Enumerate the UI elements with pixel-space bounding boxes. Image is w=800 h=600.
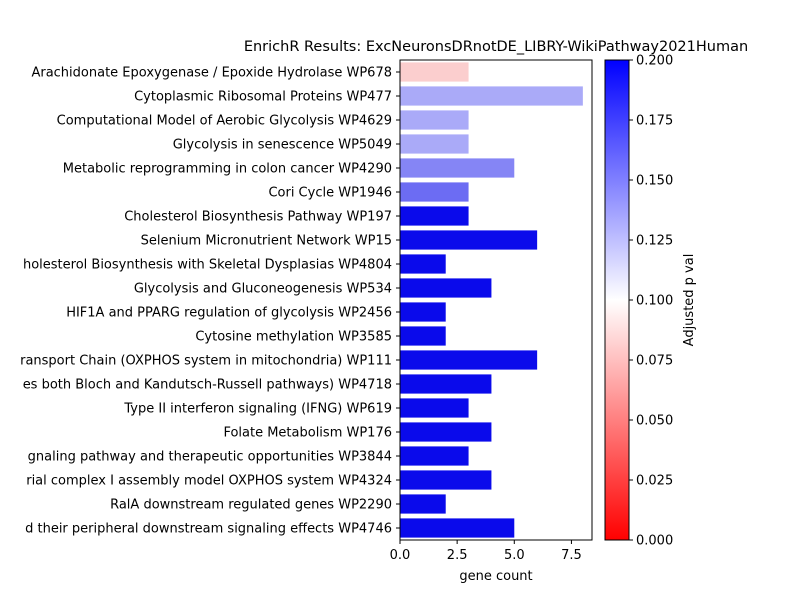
bar bbox=[400, 470, 492, 490]
colorbar bbox=[604, 59, 630, 541]
y-axis-ticks: Arachidonate Epoxygenase / Epoxide Hydro… bbox=[20, 66, 400, 537]
bar bbox=[400, 86, 583, 106]
x-tick-label: 0.0 bbox=[390, 548, 411, 563]
plot-frame bbox=[399, 59, 593, 541]
x-tick-label: 2.5 bbox=[447, 548, 468, 563]
y-tick-label: Cholesterol Biosynthesis Pathway WP197 bbox=[124, 210, 392, 225]
bar bbox=[400, 62, 469, 82]
bar bbox=[400, 302, 446, 322]
y-tick-label: holesterol Biosynthesis with Skeletal Dy… bbox=[23, 258, 392, 273]
y-tick-label: Metabolic reprogramming in colon cancer … bbox=[63, 162, 392, 177]
bar bbox=[400, 110, 469, 130]
y-tick-label: Glycolysis in senescence WP5049 bbox=[173, 138, 392, 153]
bar bbox=[400, 158, 515, 178]
y-tick-label: Cytosine methylation WP3585 bbox=[195, 330, 392, 345]
bar bbox=[400, 278, 492, 298]
y-tick-label: Computational Model of Aerobic Glycolysi… bbox=[57, 114, 392, 129]
y-tick-label: Glycolysis and Gluconeogenesis WP534 bbox=[134, 282, 392, 297]
colorbar-tick-label: 0.075 bbox=[636, 354, 673, 369]
chart-title: EnrichR Results: ExcNeuronsDRnotDE_LIBRY… bbox=[244, 39, 748, 55]
colorbar-tick-label: 0.000 bbox=[636, 534, 673, 549]
bar bbox=[400, 182, 469, 202]
y-tick-label: Cori Cycle WP1946 bbox=[268, 186, 392, 201]
x-axis-ticks: 0.0 2.5 5.0 7.5 bbox=[390, 540, 582, 563]
colorbar-tick-label: 0.025 bbox=[636, 474, 673, 489]
bar bbox=[400, 254, 446, 274]
colorbar-tick-label: 0.150 bbox=[636, 174, 673, 189]
y-tick-label: rial complex I assembly model OXPHOS sys… bbox=[26, 474, 392, 489]
y-tick-label: gnaling pathway and therapeutic opportun… bbox=[28, 450, 392, 465]
colorbar-tick-label: 0.200 bbox=[636, 54, 673, 69]
x-tick-label: 7.5 bbox=[561, 548, 582, 563]
colorbar-tick-label: 0.175 bbox=[636, 114, 673, 129]
x-axis-label: gene count bbox=[459, 569, 532, 584]
bars-group bbox=[400, 62, 583, 538]
y-tick-label: es both Bloch and Kandutsch-Russell path… bbox=[23, 378, 392, 393]
bar bbox=[400, 518, 515, 538]
colorbar-tick-label: 0.125 bbox=[636, 234, 673, 249]
y-tick-label: Selenium Micronutrient Network WP15 bbox=[141, 234, 392, 249]
y-tick-label: d their peripheral downstream signaling … bbox=[25, 522, 392, 537]
y-tick-label: Type II interferon signaling (IFNG) WP61… bbox=[123, 402, 392, 417]
y-tick-label: Folate Metabolism WP176 bbox=[223, 426, 392, 441]
y-tick-label: Cytoplasmic Ribosomal Proteins WP477 bbox=[134, 90, 392, 105]
y-tick-label: Arachidonate Epoxygenase / Epoxide Hydro… bbox=[31, 66, 392, 81]
bar bbox=[400, 374, 492, 394]
y-tick-label: RalA downstream regulated genes WP2290 bbox=[110, 498, 392, 513]
colorbar-tick-label: 0.050 bbox=[636, 414, 673, 429]
colorbar-label: Adjusted p val bbox=[682, 254, 697, 347]
bar bbox=[400, 206, 469, 226]
x-tick-label: 5.0 bbox=[504, 548, 525, 563]
y-tick-label: ransport Chain (OXPHOS system in mitocho… bbox=[20, 354, 392, 369]
bar bbox=[400, 326, 446, 346]
bar bbox=[400, 422, 492, 442]
y-tick-label: HIF1A and PPARG regulation of glycolysis… bbox=[66, 306, 392, 321]
bar bbox=[400, 230, 538, 250]
bar bbox=[400, 446, 469, 466]
colorbar-ticks: 0.000 0.025 0.050 0.075 0.100 0.125 0.150 0.175… bbox=[629, 54, 673, 549]
bar bbox=[400, 134, 469, 154]
bar bbox=[400, 350, 538, 370]
colorbar-tick-label: 0.100 bbox=[636, 294, 673, 309]
bar bbox=[400, 494, 446, 514]
bar bbox=[400, 398, 469, 418]
